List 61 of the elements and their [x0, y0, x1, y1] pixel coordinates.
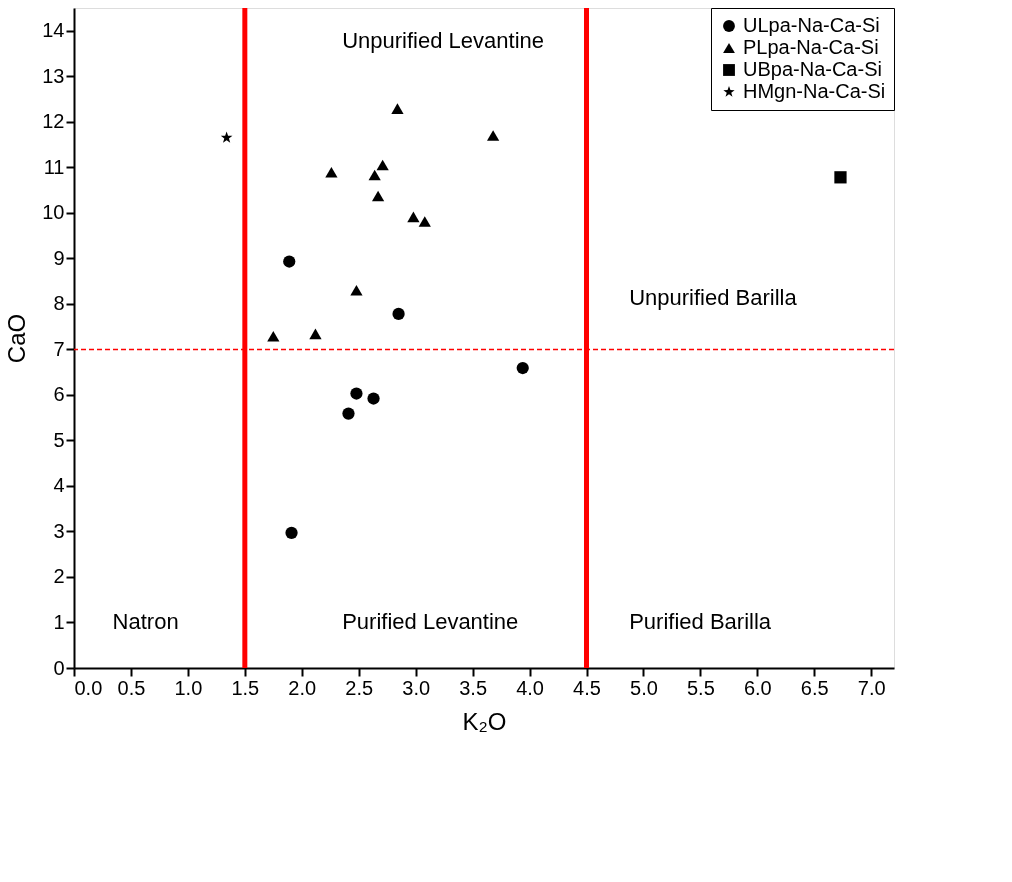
x-tick-label: 2.5 — [345, 676, 374, 699]
x-tick-label: 7.0 — [857, 676, 886, 699]
point — [392, 307, 405, 320]
point — [285, 526, 298, 539]
legend-label: PLpa-Na-Ca-Si — [743, 36, 879, 58]
point — [267, 330, 280, 342]
x-tick-label: 4.0 — [516, 676, 544, 699]
point — [309, 328, 322, 340]
x-axis-title: K₂O — [462, 707, 507, 735]
point — [325, 167, 338, 178]
x-tick-label: 5.0 — [630, 676, 658, 699]
y-tick-label: 4 — [53, 474, 65, 497]
point — [834, 171, 847, 184]
x-tick-label: 1.0 — [174, 676, 203, 699]
point — [350, 284, 363, 296]
y-tick-label: 8 — [53, 292, 65, 315]
x-tick-label: 3.5 — [459, 676, 488, 699]
legend-label: ULpa-Na-Ca-Si — [743, 14, 880, 36]
y-axis-title: CaO — [3, 313, 31, 364]
point — [220, 131, 233, 143]
y-tick-label: 3 — [53, 519, 65, 542]
point — [367, 392, 380, 405]
annotation: Unpurified Barilla — [629, 285, 798, 311]
point — [368, 169, 381, 181]
x-tick-label: 6.5 — [800, 676, 829, 699]
y-tick-label: 12 — [42, 110, 65, 133]
point — [342, 407, 355, 420]
point — [407, 211, 420, 223]
annotation: Natron — [112, 608, 179, 634]
x-tick-label: 0.0 — [74, 676, 103, 699]
point — [516, 361, 529, 375]
y-tick-label: 9 — [53, 246, 65, 269]
point — [283, 255, 296, 268]
annotation: Unpurified Levantine — [342, 28, 545, 53]
legend-label: HMgn-Na-Ca-Si — [743, 80, 886, 102]
point — [391, 103, 404, 114]
y-tick-label: 7 — [53, 337, 65, 360]
point — [371, 190, 385, 202]
legend-label: UBpa-Na-Ca-Si — [743, 58, 882, 80]
x-tick-label: 5.5 — [686, 676, 715, 699]
y-tick-label: 13 — [42, 64, 65, 87]
x-tick-label: 6.0 — [743, 676, 772, 699]
x-tick-label: 3.0 — [402, 676, 431, 699]
point — [418, 216, 431, 227]
x-tick-label: 4.5 — [573, 676, 601, 699]
y-tick-label: 6 — [53, 383, 65, 406]
annotation: Purified Levantine — [342, 608, 519, 634]
y-tick-label: 5 — [53, 428, 65, 451]
point — [376, 159, 389, 171]
y-tick-label: 1 — [53, 610, 65, 633]
y-tick-label: 14 — [42, 19, 65, 42]
annotation: Purified Barilla — [629, 608, 772, 634]
y-tick-label: 10 — [42, 201, 65, 224]
x-tick-label: 2.0 — [288, 676, 317, 699]
y-tick-label: 0 — [53, 656, 65, 679]
x-tick-label: 1.5 — [231, 676, 260, 699]
y-tick-label: 11 — [43, 155, 65, 178]
point — [486, 130, 500, 141]
y-tick-label: 2 — [53, 565, 65, 588]
point — [350, 387, 363, 400]
x-tick-label: 0.5 — [117, 676, 146, 699]
